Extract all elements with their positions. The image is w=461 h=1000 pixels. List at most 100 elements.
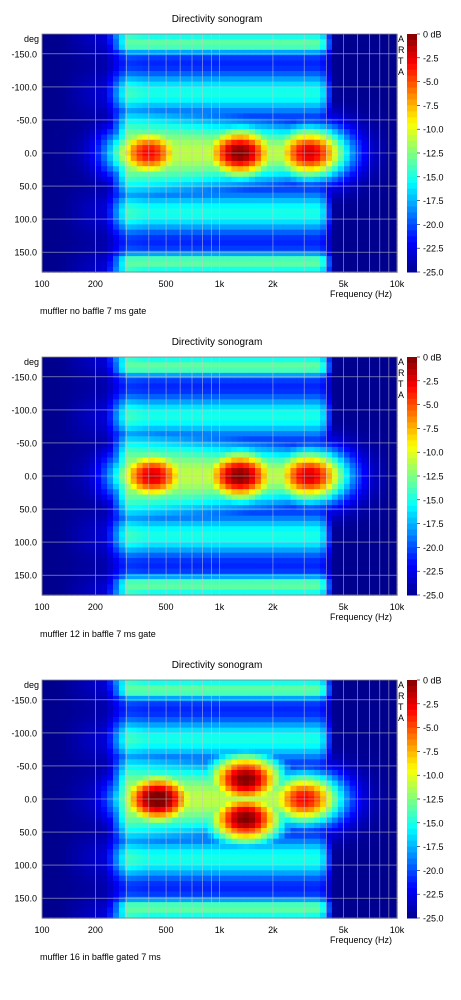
heatmap-cell xyxy=(142,60,150,67)
heatmap-cell xyxy=(237,520,244,527)
heatmap-cell xyxy=(278,250,286,257)
heatmap-cell xyxy=(349,473,357,480)
heatmap-cell xyxy=(189,489,197,496)
heatmap-cell xyxy=(207,102,215,109)
heatmap-cell xyxy=(89,171,96,178)
heatmap-cell xyxy=(142,229,150,236)
heatmap-cell xyxy=(308,510,315,517)
heatmap-cell xyxy=(42,505,49,511)
heatmap-cell xyxy=(331,171,339,178)
heatmap-cell xyxy=(42,494,49,501)
heatmap-cell xyxy=(237,197,244,204)
heatmap-cell xyxy=(379,166,386,173)
y-tick-label: -150.0 xyxy=(11,49,37,59)
heatmap-cell xyxy=(243,388,250,395)
heatmap-cell xyxy=(337,86,345,93)
heatmap-cell xyxy=(118,219,126,225)
heatmap-cell xyxy=(142,499,150,506)
heatmap-cell xyxy=(113,49,120,56)
heatmap-cell xyxy=(349,208,357,215)
heatmap-cell xyxy=(243,182,250,188)
heatmap-cell xyxy=(385,155,392,162)
heatmap-cell xyxy=(284,431,292,437)
heatmap-cell xyxy=(349,378,357,385)
heatmap-cell xyxy=(77,494,85,501)
heatmap-cell xyxy=(225,224,232,231)
heatmap-cell xyxy=(148,118,156,125)
heatmap-cell xyxy=(331,372,339,379)
heatmap-cell xyxy=(201,473,209,480)
heatmap-cell xyxy=(337,234,345,241)
heatmap-cell xyxy=(343,213,351,220)
heatmap-cell xyxy=(65,108,73,114)
heatmap-cell xyxy=(83,515,90,522)
heatmap-cell xyxy=(355,108,363,114)
heatmap-cell xyxy=(284,97,292,104)
heatmap-cell xyxy=(361,86,369,93)
heatmap-cell xyxy=(71,489,79,496)
heatmap-cell xyxy=(42,362,49,369)
heatmap-cell xyxy=(154,409,161,416)
heatmap-cell xyxy=(154,65,161,72)
heatmap-cell xyxy=(118,388,126,395)
heatmap-cell xyxy=(53,478,61,485)
heatmap-cell xyxy=(42,489,49,496)
heatmap-cell xyxy=(178,256,185,263)
heatmap-cell xyxy=(83,409,90,416)
heatmap-cell xyxy=(225,526,232,533)
heatmap-cell xyxy=(53,420,61,427)
arta-brand-letter: T xyxy=(398,56,404,66)
heatmap-cell xyxy=(142,505,150,511)
heatmap-cell xyxy=(154,357,161,363)
heatmap-cell xyxy=(302,245,309,252)
heatmap-cell xyxy=(361,102,369,109)
heatmap-cell xyxy=(124,250,132,257)
heatmap-cell xyxy=(113,462,120,469)
heatmap-cell xyxy=(213,531,221,538)
heatmap-cell xyxy=(385,192,392,199)
heatmap-cell xyxy=(53,97,61,104)
heatmap-cell xyxy=(385,81,392,88)
heatmap-cell xyxy=(260,520,268,527)
heatmap-cell xyxy=(373,123,380,130)
heatmap-cell xyxy=(314,208,321,215)
heatmap-cell xyxy=(201,420,209,427)
heatmap-cell xyxy=(326,542,333,548)
heatmap-cell xyxy=(201,494,209,501)
heatmap-cell xyxy=(278,478,286,485)
heatmap-cell xyxy=(343,134,351,141)
heatmap-cell xyxy=(118,171,126,178)
heatmap-cell xyxy=(237,510,244,517)
heatmap-cell xyxy=(302,383,309,390)
heatmap-cell xyxy=(71,388,79,395)
heatmap-cell xyxy=(142,176,150,183)
heatmap-cell xyxy=(65,34,73,40)
heatmap-cell xyxy=(201,150,209,157)
heatmap-cell xyxy=(107,49,114,56)
heatmap-cell xyxy=(385,134,392,141)
heatmap-cell xyxy=(136,44,144,51)
heatmap-cell xyxy=(361,394,369,400)
heatmap-cell xyxy=(266,171,274,178)
heatmap-cell xyxy=(296,123,303,130)
heatmap-cell xyxy=(391,378,398,385)
heatmap-cell xyxy=(148,362,156,369)
heatmap-cell xyxy=(42,81,49,88)
heatmap-cell xyxy=(385,372,392,379)
heatmap-cell xyxy=(148,531,156,538)
heatmap-cell xyxy=(130,102,138,109)
heatmap-cell xyxy=(213,234,221,241)
heatmap-cell xyxy=(95,123,102,130)
heatmap-cell xyxy=(373,34,380,40)
heatmap-cell xyxy=(142,219,150,225)
heatmap-cell xyxy=(349,171,357,178)
heatmap-cell xyxy=(83,357,90,363)
heatmap-cell xyxy=(249,483,256,490)
heatmap-cell xyxy=(213,261,221,268)
heatmap-cell xyxy=(42,266,49,273)
heatmap-cell xyxy=(77,81,85,88)
heatmap-cell xyxy=(71,49,79,56)
heatmap-cell xyxy=(195,457,203,464)
heatmap-cell xyxy=(95,145,102,151)
heatmap-cell xyxy=(219,536,227,543)
